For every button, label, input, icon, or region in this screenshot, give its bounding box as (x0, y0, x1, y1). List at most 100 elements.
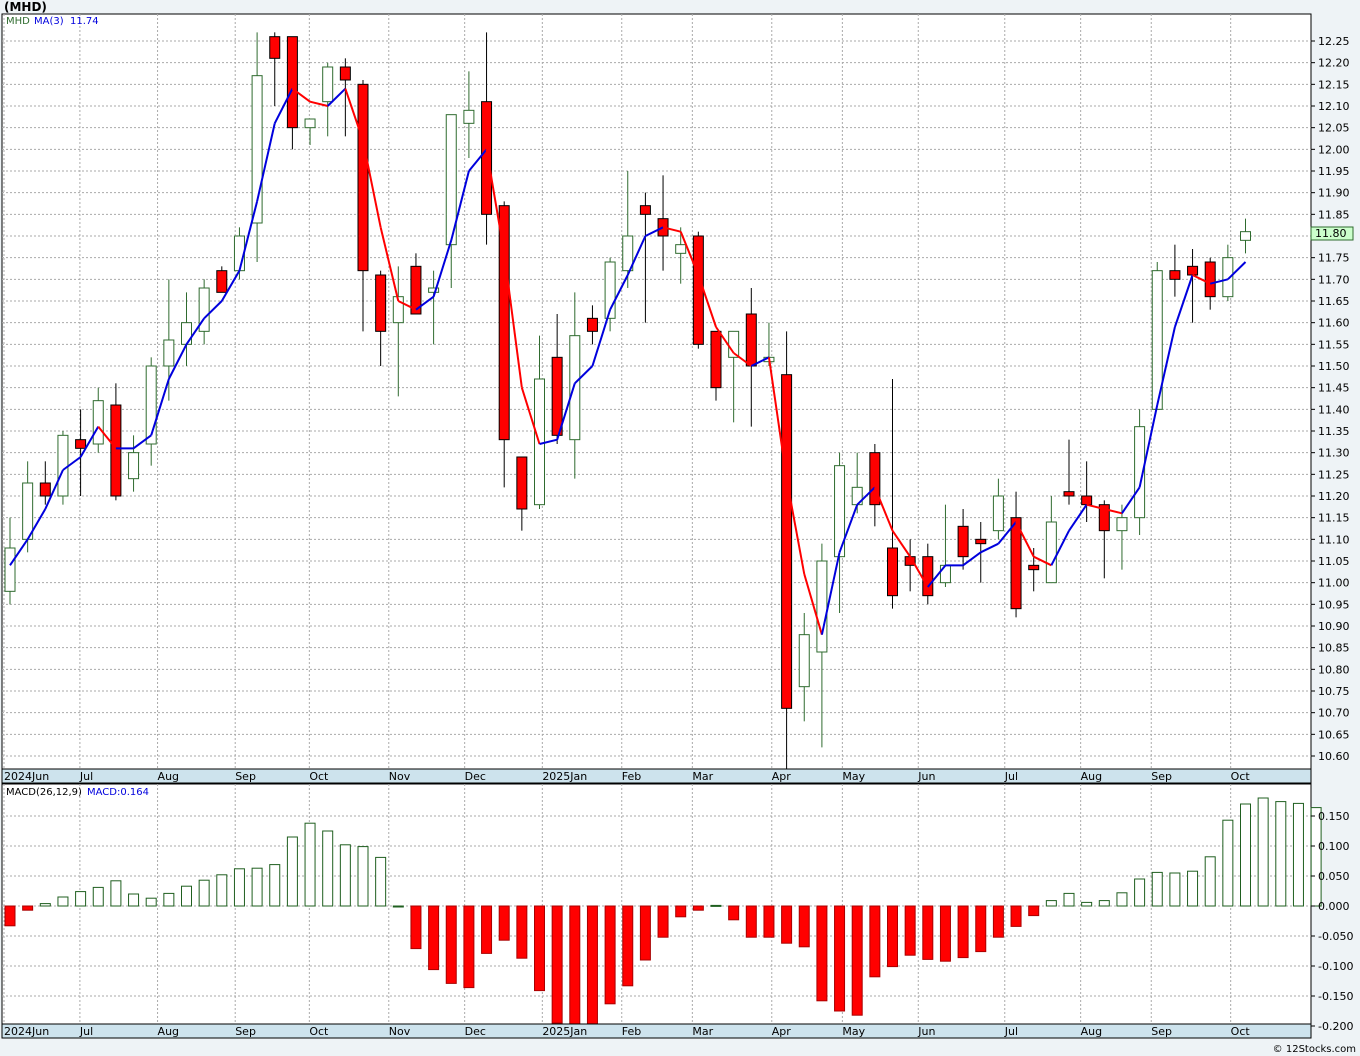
ma-segment (697, 274, 717, 328)
price-tick-label: 11.90 (1318, 187, 1350, 200)
date-label: Jul (1004, 770, 1018, 783)
last-price-box (1310, 226, 1354, 241)
macd-legend-value: MACD:0.164 (87, 787, 149, 798)
macd-bar (904, 905, 916, 956)
candle-body (410, 265, 422, 315)
candle-body (1063, 491, 1075, 497)
ma-segment (309, 100, 328, 107)
macd-bar (128, 893, 140, 907)
macd-bar (4, 905, 16, 927)
macd-bar (75, 891, 87, 907)
ma-segment (238, 201, 259, 271)
macd-bar (481, 905, 493, 954)
ma-segment (1173, 274, 1194, 328)
candle-body (375, 274, 387, 332)
macd-bar (463, 905, 475, 989)
ma-segment (132, 434, 152, 450)
macd-axis: 0.150 0.100 0.050 0.000 -0.050 -0.100 -0.150 -0… (1311, 810, 1353, 1033)
candle-body (604, 261, 616, 319)
ma-segment (503, 253, 523, 388)
candle-body (781, 374, 793, 709)
date-label-bottom: 2025Jan (542, 1025, 587, 1038)
macd-bar (692, 905, 704, 911)
macd-bar (251, 867, 263, 907)
ma-segment (785, 478, 806, 575)
candle-body (128, 452, 140, 480)
macd-bar (1222, 819, 1234, 907)
price-tick-label: 11.25 (1318, 468, 1350, 481)
macd-bar (216, 874, 228, 907)
ma-segment (556, 383, 576, 440)
ma-segment (591, 309, 612, 367)
macd-bar (1063, 892, 1075, 907)
price-tick-label: 10.80 (1318, 663, 1350, 676)
ma-segment (909, 556, 929, 588)
price-tick-label: 10.85 (1318, 642, 1350, 655)
candle-body (198, 287, 210, 332)
ma-segment (715, 326, 735, 354)
macd-bar (428, 905, 440, 971)
ma-segment (432, 240, 453, 297)
ma-legend-value: 11.74 (70, 16, 99, 27)
macd-bar (781, 905, 793, 944)
date-label: Jun (917, 770, 935, 783)
candle-body (869, 452, 881, 506)
macd-bar (181, 885, 192, 907)
candle-body (428, 287, 440, 293)
ma-segment (450, 170, 470, 241)
macd-bar (1275, 801, 1287, 907)
ma-segment (185, 317, 205, 345)
candle-body (322, 66, 334, 103)
price-tick-label: 11.95 (1318, 165, 1350, 178)
date-axis-labels-bottom: 2024Jun Jul Aug Sep Oct Nov Dec 2025Jan Feb Mar Ap… (4, 1025, 1250, 1038)
candle-body (216, 270, 228, 293)
price-tick-label: 12.05 (1318, 122, 1350, 135)
price-tick-label: 11.35 (1318, 425, 1350, 438)
ma-segment (856, 486, 876, 506)
candle-body (1187, 265, 1199, 276)
price-tick-label: 12.25 (1318, 35, 1350, 48)
macd-bar (1010, 905, 1022, 927)
candle-body (816, 560, 828, 653)
date-label: Sep (235, 770, 256, 783)
candle-body (710, 330, 722, 389)
macd-bar (1257, 797, 1269, 907)
date-label: 2025Jan (542, 770, 587, 783)
ma-segment (256, 123, 276, 202)
macd-bar (198, 879, 210, 907)
date-label-bottom: Jul (1004, 1025, 1018, 1038)
macd-bar (1116, 892, 1128, 907)
ma-segment (468, 148, 488, 172)
ma-segment (750, 356, 770, 367)
ma-segment (803, 573, 823, 635)
macd-bar (498, 905, 510, 941)
macd-bar (975, 905, 987, 953)
date-label-bottom: Dec (465, 1025, 486, 1038)
macd-histogram (4, 797, 1322, 1032)
ma-segment (838, 504, 859, 553)
date-label: Mar (692, 770, 713, 783)
macd-bar (1081, 901, 1093, 907)
price-tick-label: 11.65 (1318, 295, 1350, 308)
macd-bar (375, 856, 387, 907)
price-tick-label: 10.60 (1318, 750, 1350, 763)
ma-segment (291, 87, 311, 103)
price-tick-label: 11.45 (1318, 382, 1350, 395)
macd-bar (1045, 900, 1057, 907)
macd-bar (445, 905, 457, 984)
ma-segment (1104, 508, 1123, 515)
macd-bar (763, 905, 775, 938)
ma-segment (997, 521, 1017, 545)
ma-segment (397, 300, 417, 311)
price-tick-label: 10.95 (1318, 598, 1350, 611)
macd-bar (551, 905, 563, 1024)
ma-segment (574, 365, 594, 385)
macd-bar (57, 896, 69, 907)
candle-body (1204, 261, 1216, 298)
macd-tick-label: 0.150 (1318, 810, 1350, 823)
candle-body (75, 439, 87, 449)
date-label-bottom: Jul (79, 1025, 93, 1038)
candle-body (992, 495, 1004, 532)
ma-segment (873, 486, 894, 532)
